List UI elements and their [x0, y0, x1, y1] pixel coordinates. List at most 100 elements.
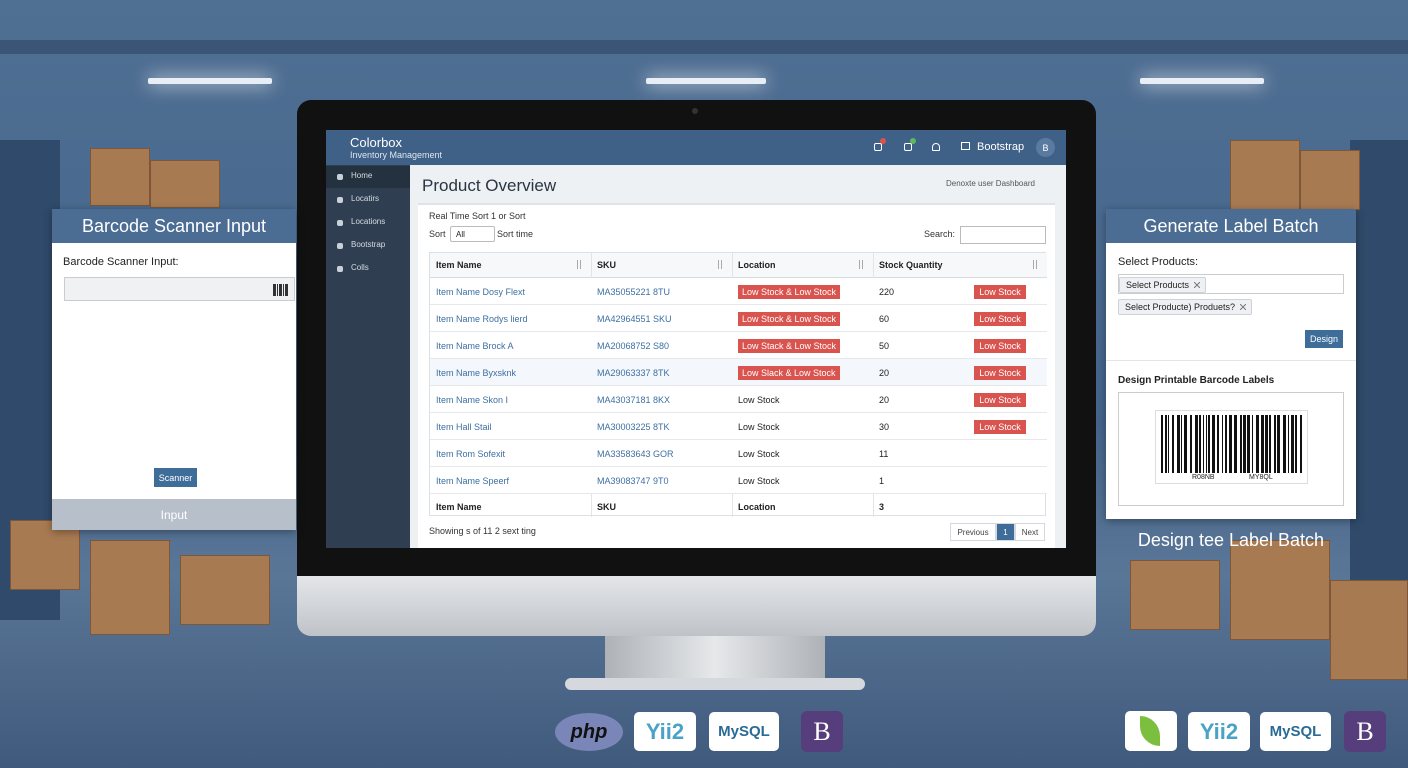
- stock-quantity: 20: [879, 395, 890, 405]
- label-panel: Generate Label Batch Select Products: Sele…: [1106, 209, 1356, 519]
- yii-leaf-logo: [1125, 711, 1177, 751]
- tag-remove[interactable]: [1240, 304, 1247, 310]
- tag-remove-icon: [1194, 282, 1201, 288]
- sidebar-item[interactable]: Locatirs: [351, 194, 380, 203]
- stock-quantity: 1: [879, 476, 885, 486]
- barcode-bar: [1261, 415, 1264, 473]
- top-icon[interactable]: [932, 143, 940, 151]
- sku: MA30003225 8TK: [597, 422, 670, 432]
- divider: [1106, 360, 1356, 361]
- tag-remove[interactable]: [1194, 282, 1201, 288]
- sort-icon: [718, 260, 722, 269]
- top-icon[interactable]: [874, 143, 882, 151]
- location: Low Stock: [738, 476, 780, 486]
- product-table: Item Name SKU Location Stock Quantity Item N…: [429, 252, 1047, 517]
- item-name[interactable]: Item Name Skon I: [436, 395, 509, 405]
- item-name[interactable]: Item Rom Sofexit: [436, 449, 506, 459]
- barcode-icon-bar: [275, 284, 276, 296]
- top-icon[interactable]: [904, 143, 912, 151]
- sidebar: [326, 165, 410, 548]
- item-name[interactable]: Item Name Dosy Flext: [436, 287, 526, 297]
- scanner-input[interactable]: [64, 277, 295, 301]
- location-badge: Low Stack & Low Stock: [738, 339, 841, 353]
- table-footer-cell: 3: [879, 502, 885, 512]
- location-badge: Low Slack & Low Stock: [738, 366, 840, 380]
- dashboard-link[interactable]: Denoxte user Dashboard: [946, 179, 1035, 188]
- realtime-text: Real Time Sort 1 or Sort: [429, 211, 526, 221]
- product-tag[interactable]: Select Products: [1119, 277, 1207, 293]
- sort-select[interactable]: All: [450, 226, 495, 242]
- location: Low Stock: [738, 422, 780, 432]
- topbar-link[interactable]: Bootstrap: [977, 141, 1025, 153]
- barcode-bar: [1208, 415, 1210, 473]
- brand: Colorbox: [350, 135, 403, 150]
- search-input[interactable]: [960, 226, 1046, 244]
- barcode-bar: [1190, 415, 1192, 473]
- pagination-button[interactable]: Previous: [950, 523, 996, 541]
- avatar[interactable]: B: [1036, 138, 1055, 157]
- stock-quantity: 20: [879, 368, 890, 378]
- pagination-button[interactable]: 1: [996, 523, 1015, 541]
- item-name[interactable]: Item Name Speerf: [436, 476, 510, 486]
- column-header[interactable]: Location: [738, 260, 776, 270]
- pagination-button[interactable]: Next: [1015, 523, 1045, 541]
- barcode-bar: [1195, 415, 1198, 473]
- sidebar-item[interactable]: Locations: [351, 217, 386, 226]
- table-header: [430, 253, 1047, 278]
- product-select[interactable]: [1118, 274, 1344, 294]
- box: [1230, 540, 1330, 640]
- scanner-button[interactable]: Scanner: [154, 468, 197, 487]
- column-header[interactable]: Stock Quantity: [879, 260, 943, 270]
- monitor-stand: [605, 636, 825, 682]
- column-header[interactable]: SKU: [597, 260, 617, 270]
- box: [1230, 140, 1300, 210]
- barcode-bar: [1165, 415, 1167, 473]
- box: [10, 520, 80, 590]
- item-name[interactable]: Item Hall Stail: [436, 422, 492, 432]
- barcode-bar: [1265, 415, 1268, 473]
- item-name[interactable]: Item Name Rodys lierd: [436, 314, 528, 324]
- sku: MA42964551 SKU: [597, 314, 672, 324]
- sidebar-icon: [337, 266, 343, 272]
- sidebar-item[interactable]: Colls: [351, 263, 369, 272]
- barcode-icon-bar: [277, 284, 278, 296]
- barcode-bar: [1225, 415, 1227, 473]
- panel-header: Generate Label Batch: [1106, 209, 1356, 243]
- barcode-bar: [1206, 415, 1207, 473]
- barcode-bar: [1288, 415, 1289, 473]
- showing-text: Showing s of 11 2 sext ting: [429, 526, 536, 536]
- camera: [692, 108, 698, 114]
- barcode-icon-bar: [283, 284, 284, 296]
- barcode-bar: [1243, 415, 1246, 473]
- sort-icon: [859, 260, 863, 269]
- search-label: Search:: [924, 229, 956, 239]
- design-button[interactable]: Design: [1305, 330, 1343, 348]
- barcode-bar: [1168, 415, 1169, 473]
- monitor-chin: [297, 576, 1096, 636]
- sort-label: Sort: [429, 229, 446, 239]
- field-label: Select Products:: [1118, 256, 1199, 268]
- table-row: [430, 467, 1047, 494]
- barcode-bar: [1234, 415, 1237, 473]
- sidebar-item[interactable]: Bootstrap: [351, 240, 386, 249]
- box: [180, 555, 270, 625]
- barcode-bar: [1217, 415, 1219, 473]
- box: [90, 148, 150, 206]
- stock-quantity: 11: [879, 449, 889, 459]
- column-header[interactable]: Item Name: [436, 260, 482, 270]
- barcode-bar: [1181, 415, 1182, 473]
- sidebar-item[interactable]: Home: [351, 171, 373, 180]
- item-name[interactable]: Item Name Brock A: [436, 341, 514, 351]
- barcode: R08NB MY8QL: [1155, 410, 1308, 484]
- product-tag[interactable]: Select Producte) Produets?: [1118, 299, 1253, 315]
- item-name[interactable]: Item Name Byxsknk: [436, 368, 517, 378]
- sidebar-icon: [337, 243, 343, 249]
- top-bar: [326, 130, 1066, 165]
- box: [1300, 150, 1360, 210]
- sku: MA20068752 S80: [597, 341, 670, 351]
- panel-footer[interactable]: Input: [52, 499, 296, 530]
- table-footer-cell: Item Name: [436, 502, 482, 512]
- page-heading: Product Overview: [422, 176, 557, 195]
- top-icon[interactable]: [961, 142, 970, 150]
- box: [150, 160, 220, 208]
